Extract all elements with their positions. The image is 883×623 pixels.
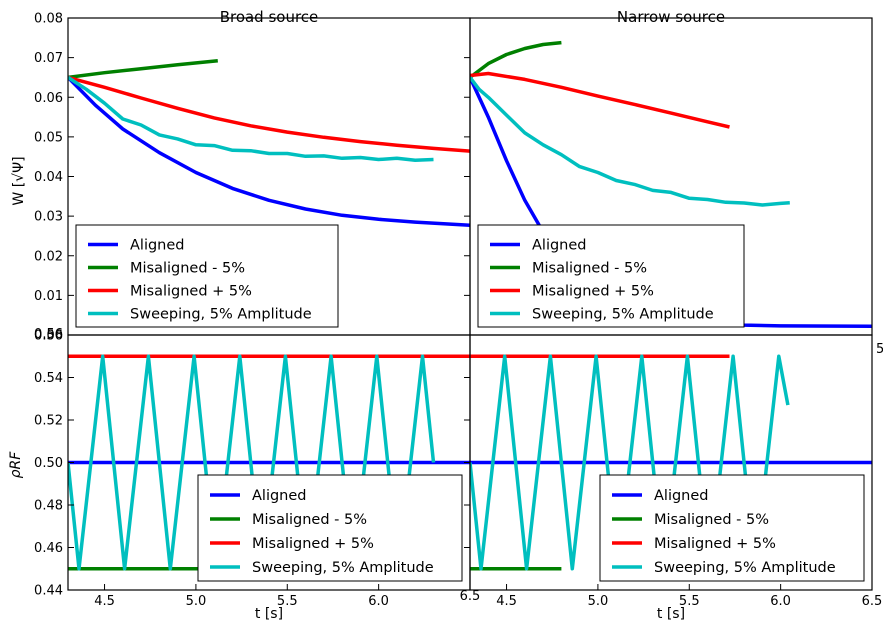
panel-top-left: 0.00 0.01 0.02 0.03 0.04 0.05 0.06 0.07 0.08 Alig…: [34, 12, 471, 344]
series-line-2: [470, 71, 730, 129]
title-narrow-source: Narrow source: [617, 8, 725, 26]
ytick-label: 0.52: [34, 414, 63, 429]
ytick-label: 0.50: [34, 456, 63, 471]
xtick-label: 4.5: [94, 594, 115, 609]
legend-label: Misaligned + 5%: [252, 536, 374, 552]
figure-labels: Broad source Narrow source W [√Ψ] ρRF t …: [8, 8, 883, 622]
series-line-1: [68, 59, 218, 80]
legend-label: Misaligned + 5%: [130, 284, 252, 300]
series-line-0: [68, 76, 470, 227]
legend-label: Sweeping, 5% Amplitude: [252, 560, 434, 576]
series-line-3: [470, 354, 790, 571]
ytick-label: 0.04: [34, 170, 63, 185]
ytick-label: 0.56: [34, 329, 63, 344]
legend-label: Misaligned + 5%: [532, 284, 654, 300]
ytick-label: 0.07: [34, 51, 63, 66]
xtick-label: 5.5: [277, 594, 298, 609]
legend-label: Aligned: [130, 238, 185, 254]
legend-label: Misaligned - 5%: [130, 261, 245, 277]
title-broad-source: Broad source: [220, 8, 319, 26]
xtick-label: 5.0: [186, 594, 207, 609]
ytick-label: 0.02: [34, 249, 63, 264]
xtick-label: 6.5: [862, 594, 883, 609]
ytick-label: 0.03: [34, 210, 63, 225]
legend-label: Sweeping, 5% Amplitude: [654, 560, 836, 576]
series-group: [470, 354, 872, 571]
panel-bottom-right: 4.5 5.0 5.5 6.0 6.5 Aligned Misaligned - 5% Mis…: [469, 334, 883, 609]
legend-label: Misaligned - 5%: [532, 261, 647, 277]
xtick-label: 6.0: [368, 594, 389, 609]
ytick-label-overlap: 0.56: [34, 327, 63, 342]
xtick-label: 4.5: [496, 594, 517, 609]
series-line-3: [68, 75, 434, 163]
series-group: [68, 59, 470, 227]
ylabel-top-left: W [√Ψ]: [11, 156, 27, 205]
series-line-3: [470, 76, 790, 207]
legend: Aligned Misaligned - 5% Misaligned + 5% Swe…: [599, 474, 865, 582]
stray-tick-bottom-left: 6.5: [460, 589, 481, 604]
ytick-label: 0.06: [34, 91, 63, 106]
series-line-1: [470, 40, 562, 79]
legend-label: Misaligned - 5%: [252, 512, 367, 528]
xtick-label: 5.5: [679, 594, 700, 609]
panel-top-right: Aligned Misaligned - 5% Misaligned + 5% Swe…: [469, 17, 873, 336]
ytick-label: 0.08: [34, 12, 63, 27]
legend-box: [477, 224, 745, 328]
legend: Aligned Misaligned - 5% Misaligned + 5% Swe…: [75, 224, 339, 328]
ytick-label: 0.01: [34, 289, 63, 304]
stray-tick-top-right: 5: [876, 342, 883, 357]
legend-box: [75, 224, 339, 328]
legend-box: [197, 474, 463, 582]
legend-label: Misaligned + 5%: [654, 536, 776, 552]
xlabel-bottom-right: t [s]: [657, 606, 685, 622]
legend-label: Misaligned - 5%: [654, 512, 769, 528]
ytick-label: 0.48: [34, 499, 63, 514]
ytick-label: 0.44: [34, 584, 63, 599]
ytick-label: 0.54: [34, 371, 63, 386]
ytick-label: 0.05: [34, 130, 63, 145]
xlabel-bottom-left: t [s]: [255, 606, 283, 622]
panel-bottom-left: 0.44 0.46 0.48 0.50 0.52 0.54 0.56 4.5 5.0 5.5 6.0…: [34, 329, 471, 609]
panels: 0.00 0.01 0.02 0.03 0.04 0.05 0.06 0.07 0.08 Alig…: [34, 12, 882, 610]
legend: Aligned Misaligned - 5% Misaligned + 5% Swe…: [197, 474, 463, 582]
axes-frame: [469, 334, 873, 591]
ylabel-bottom-left: ρRF: [8, 451, 24, 479]
ytick-label: 0.46: [34, 541, 63, 556]
xtick-label: 5.0: [588, 594, 609, 609]
legend-label: Aligned: [654, 488, 709, 504]
legend-box: [599, 474, 865, 582]
series-line-3: [68, 354, 436, 571]
legend-label: Aligned: [252, 488, 307, 504]
legend: Aligned Misaligned - 5% Misaligned + 5% Swe…: [477, 224, 745, 328]
xtick-label: 6.0: [770, 594, 791, 609]
legend-label: Sweeping, 5% Amplitude: [130, 307, 312, 323]
series-group: [68, 354, 470, 571]
legend-label: Sweeping, 5% Amplitude: [532, 307, 714, 323]
series-line-2: [68, 75, 470, 153]
legend-label: Aligned: [532, 238, 587, 254]
ytick-label: 0.00: [34, 329, 63, 344]
